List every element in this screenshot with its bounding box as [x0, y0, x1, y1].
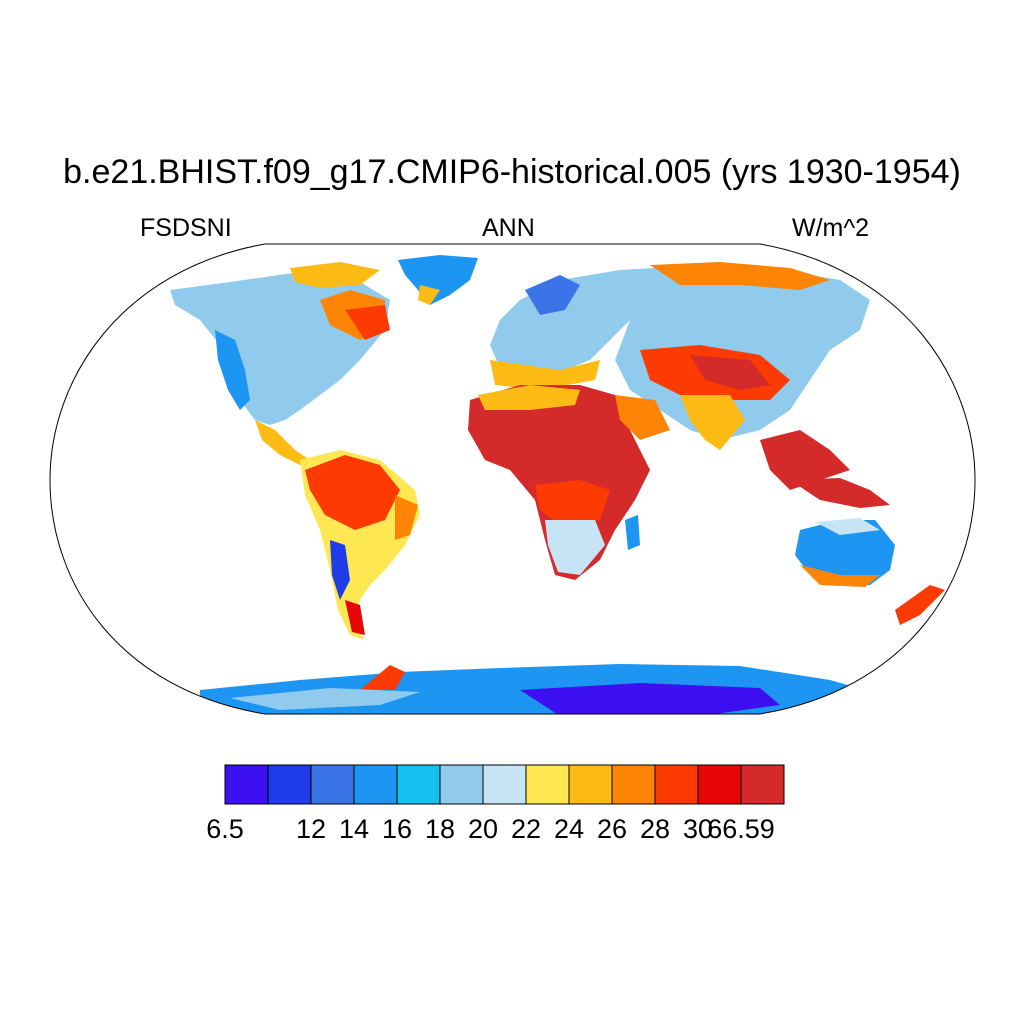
land-labrador	[345, 305, 390, 340]
land-australia-south	[800, 565, 880, 587]
land-indonesia	[790, 478, 890, 508]
land-arctic-islands	[290, 262, 380, 288]
colorbar-tick-label: 16	[381, 814, 413, 844]
land-australia-north	[815, 518, 880, 535]
colorbar-swatch	[525, 764, 570, 805]
colorbar-swatch	[482, 764, 527, 805]
colorbar-tick-label: 30	[682, 814, 714, 844]
colorbar-swatch	[654, 764, 699, 805]
land-siberia-north	[650, 262, 830, 290]
land-central-africa	[535, 480, 610, 525]
colorbar-tick-label: 24	[553, 814, 585, 844]
land-southern-africa	[545, 520, 605, 575]
land-brazil-east	[395, 495, 418, 540]
colorbar-tick-label: 14	[338, 814, 370, 844]
colorbar-tick-label: 12	[295, 814, 327, 844]
land-mediterranean-coast	[490, 360, 600, 390]
units-label: W/m^2	[792, 214, 870, 242]
colorbar-tick-label: 28	[639, 814, 671, 844]
colorbar-swatch	[439, 764, 484, 805]
land-antarctica-east	[520, 683, 780, 714]
land-greenland	[398, 255, 478, 305]
colorbar-swatch	[697, 764, 742, 805]
land-arabia	[615, 395, 670, 440]
colorbar-swatch	[310, 764, 355, 805]
land-scandinavia	[525, 275, 580, 315]
colorbar-tick-label: 22	[510, 814, 542, 844]
land-antarctic-peninsula	[360, 665, 405, 690]
land-india	[680, 395, 745, 450]
colorbar-swatch	[224, 764, 269, 805]
colorbar-tick-label: 20	[467, 814, 499, 844]
land-amazon	[305, 455, 400, 530]
colorbar-swatch	[568, 764, 613, 805]
colorbar-swatch	[740, 764, 785, 805]
season-label: ANN	[482, 214, 535, 242]
land-andes	[330, 540, 350, 600]
land-antarctica-coast	[230, 688, 420, 710]
map-boundary	[49, 243, 976, 715]
land-greenland-south	[418, 285, 440, 305]
colorbar-tick-label: 6.5	[206, 814, 244, 844]
land-central-america	[255, 420, 310, 465]
land-madagascar	[625, 515, 640, 550]
colorbar-swatch	[396, 764, 441, 805]
variable-name: FSDSNI	[140, 214, 232, 242]
plot-title: b.e21.BHIST.f09_g17.CMIP6-historical.005…	[63, 153, 961, 191]
colorbar-swatch	[611, 764, 656, 805]
land-western-na	[215, 330, 250, 410]
colorbar-swatch	[267, 764, 312, 805]
land-tibet	[690, 355, 770, 390]
colorbar-tick-label: 18	[424, 814, 456, 844]
land-patagonia	[345, 600, 365, 635]
colorbar-tick-label: 26	[596, 814, 628, 844]
colorbar-tick-label: 66.59	[707, 814, 775, 844]
land-new-zealand	[895, 585, 945, 625]
land-southeast-asia	[760, 430, 850, 490]
land-australia	[795, 520, 895, 585]
colorbar-swatch	[353, 764, 398, 805]
land-north-africa-coast	[478, 385, 580, 410]
